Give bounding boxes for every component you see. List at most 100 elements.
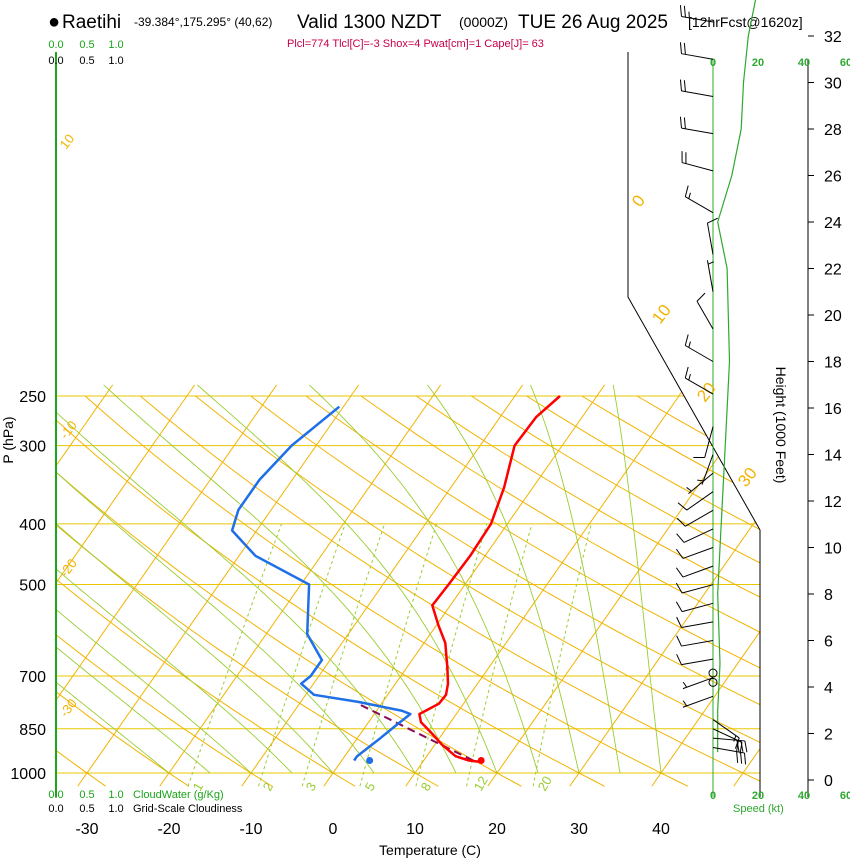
temperature-tick-label: 20	[488, 821, 506, 838]
wind-barb	[676, 635, 714, 647]
wind-barb-staff	[686, 491, 714, 511]
utc-time: (0000Z)	[459, 14, 508, 30]
wind-barb-feather	[675, 548, 684, 559]
wind-barb-feather	[679, 116, 682, 129]
isotherm-label: 10	[648, 301, 675, 328]
pressure-tick-label: 250	[19, 389, 46, 406]
wind-barb-staff	[681, 127, 714, 135]
wind-barb	[684, 366, 714, 395]
mixing-ratio-label: 5	[362, 780, 379, 794]
cloud-scale-top: 0.5	[79, 39, 94, 51]
speed-tick-top: 60	[840, 57, 850, 69]
wind-barb	[679, 79, 714, 97]
dry-adiabat-line	[56, 395, 356, 787]
speed-tick-bottom: 60	[840, 790, 850, 802]
mixing-ratio-line	[359, 523, 438, 787]
height-tick-label: 10	[824, 541, 842, 558]
wind-barb	[696, 292, 714, 330]
wind-barb	[684, 185, 714, 214]
mixing-ratio-label: 8	[418, 780, 435, 794]
cloud-scale-bottom: 1.0	[108, 789, 123, 801]
wind-barb-feather	[744, 752, 747, 765]
wind-barb-feather	[683, 5, 686, 18]
station-dot-icon: ●	[48, 11, 60, 33]
speed-tick-top: 0	[710, 57, 716, 69]
cloudiness-scale-bottom: 0.0	[48, 803, 63, 815]
moist-adiabat-line	[103, 384, 457, 774]
speed-label: Speed (kt)	[733, 803, 784, 815]
speed-tick-bottom: 20	[752, 790, 764, 802]
temperature-tick-label: 40	[652, 821, 670, 838]
dewpoint-profile	[230, 405, 412, 762]
mixing-ratio-line	[466, 523, 533, 787]
wind-barb-staff	[712, 746, 745, 754]
wind-barb	[679, 5, 714, 23]
pressure-tick-label: 1000	[10, 766, 46, 783]
wind-barb-feather	[676, 517, 686, 527]
wind-barb-staff	[685, 345, 714, 362]
wind-barb-feather	[683, 117, 686, 129]
height-tick-label: 2	[824, 727, 833, 744]
dry-adiabat-line	[139, 395, 760, 787]
wind-barb-half-feather	[682, 700, 688, 707]
parcel-path	[356, 702, 474, 762]
wind-barb	[684, 334, 714, 362]
wind-barb-feather	[675, 601, 683, 612]
wind-barb-staff	[712, 719, 740, 739]
dry-adiabat-line	[526, 395, 760, 787]
wind-barb-feather	[676, 616, 682, 628]
wind-barb-feather	[736, 751, 739, 764]
cloud-scale-top: 0.0	[48, 39, 63, 51]
dry-adiabat-line	[195, 395, 760, 787]
wind-barb-feather	[679, 79, 682, 91]
height-tick-label: 16	[824, 401, 842, 418]
cloudiness-scale-bottom: 0.5	[79, 803, 94, 815]
wind-barb-feather	[679, 5, 682, 17]
wind-barb-feather	[744, 740, 748, 753]
cloudiness-scale-top: 1.0	[108, 55, 123, 67]
wind-barb-staff	[682, 695, 714, 708]
isotherm-line	[159, 384, 442, 787]
wind-barb-feather	[677, 502, 688, 511]
wind-barb-staff	[682, 547, 714, 559]
cloud-scale-bottom: 0.0	[48, 789, 63, 801]
wind-barb-feather	[684, 366, 689, 379]
moist-adiabat-line	[56, 384, 334, 774]
wind-barb	[681, 151, 714, 172]
moist-adiabat-line	[56, 384, 252, 774]
dry-adiabat-line	[84, 395, 689, 787]
calm-wind-circle	[708, 677, 718, 687]
dry-adiabat-line	[56, 395, 439, 787]
wind-barb	[679, 42, 714, 60]
temperature-tick-label: 30	[570, 821, 588, 838]
dry-adiabat-line	[56, 395, 522, 787]
mixing-ratio-line	[415, 523, 488, 787]
dry-adiabat-line	[636, 395, 760, 787]
temperature-tick-label: -30	[75, 821, 98, 838]
wind-barb-feather	[683, 42, 686, 55]
wind-barb	[676, 528, 714, 543]
wind-barb-feather	[734, 737, 740, 749]
moist-adiabat-line	[530, 384, 621, 774]
cloudiness-scale-top: 0.5	[79, 55, 94, 67]
mixing-ratio-line	[301, 523, 386, 787]
wind-barb-staff	[685, 377, 714, 395]
wind-barb-feather	[675, 567, 684, 578]
mixing-ratio-label: 12	[471, 773, 491, 793]
wind-barb-staff	[681, 621, 714, 628]
isotherm-line	[651, 384, 760, 787]
wind-barb-staff	[682, 565, 714, 578]
wind-barb-half-feather	[688, 373, 691, 381]
calm-wind-circle	[708, 668, 718, 678]
wind-barb-half-feather	[688, 341, 691, 348]
wind-barb-staff	[681, 640, 714, 647]
temperature-profile	[418, 395, 561, 764]
cloud-water-label: CloudWater (g/Kg)	[133, 789, 224, 801]
height-tick-label: 20	[824, 308, 842, 325]
height-tick-label: 22	[824, 262, 842, 279]
surface-temperature-dot	[477, 756, 485, 764]
wind-barb-feather	[679, 42, 682, 54]
wind-barb-feather	[707, 217, 718, 224]
wind-barb-staff	[681, 162, 714, 172]
pressure-tick-label: 300	[19, 439, 46, 456]
